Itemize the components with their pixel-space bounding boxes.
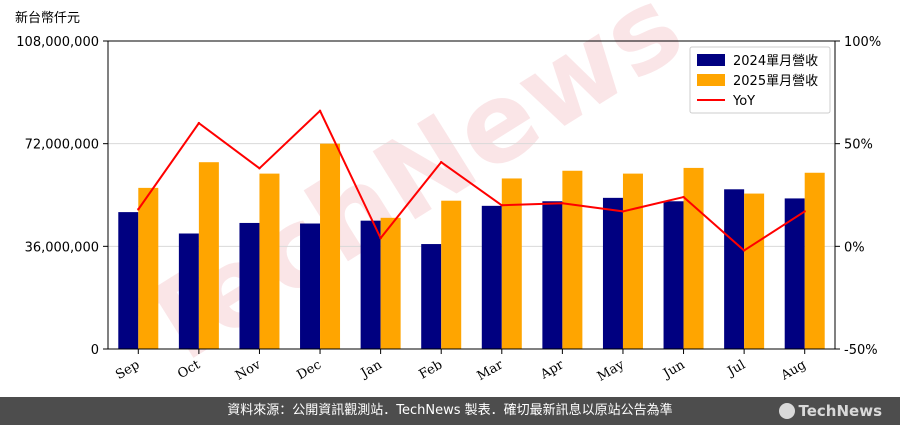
legend-label: 2025單月營收: [733, 74, 818, 89]
bar-2025: [744, 193, 765, 349]
x-tick-label: Jul: [724, 357, 749, 380]
footer: 資料來源：公開資訊觀測站．TechNews 製表．確切最新訊息以原站公告為準 T…: [0, 397, 900, 425]
y2-tick-label: -50%: [844, 343, 878, 358]
bar-2024: [602, 197, 623, 349]
legend: 2024單月營收 2025單月營收 YoY: [689, 46, 831, 114]
x-tick-label: Dec: [295, 357, 325, 383]
yoy-point: [379, 236, 382, 240]
bar-2025: [138, 187, 159, 349]
x-tick-label: Aug: [778, 357, 809, 384]
yoy-point: [197, 121, 201, 125]
x-tick-label: May: [595, 357, 628, 385]
logo-text: TechNews: [798, 402, 883, 420]
legend-swatch: [697, 54, 725, 66]
yoy-point: [742, 249, 746, 252]
bar-2025: [198, 162, 219, 349]
bar-2024: [300, 223, 321, 349]
legend-label: YoY: [732, 94, 755, 109]
footer-logo: TechNews: [778, 397, 883, 425]
bar-2025: [380, 217, 401, 349]
plot-frame: [107, 40, 836, 350]
bars: [118, 143, 825, 349]
yoy-point: [318, 109, 322, 113]
bar-2025: [562, 170, 583, 349]
bar-2024: [239, 222, 260, 349]
y2-tick-label: 50%: [844, 138, 873, 153]
bar-2024: [118, 212, 139, 349]
bar-2024: [724, 189, 745, 349]
yoy-line: [137, 109, 806, 252]
yoy-point: [440, 160, 443, 164]
y-tick-label: 36,000,000: [25, 240, 99, 255]
bar-2025: [259, 173, 280, 349]
x-tick-label: Jan: [357, 357, 385, 382]
y2-tick-label: 0%: [844, 240, 865, 255]
yoy-line-layer: [137, 109, 806, 252]
bar-2025: [622, 173, 643, 349]
source-text: 資料來源：公開資訊觀測站．TechNews 製表．確切最新訊息以原站公告為準: [227, 403, 673, 418]
y-axis-label: 新台幣仟元: [15, 10, 80, 26]
yoy-point: [561, 202, 564, 205]
yoy-point: [258, 167, 261, 170]
bar-2025: [320, 143, 341, 349]
bar-2024: [178, 233, 199, 349]
y-tick-label: 0: [91, 343, 99, 358]
x-tick-label: Sep: [113, 357, 142, 382]
bar-2024: [360, 220, 381, 349]
yoy-point: [803, 210, 806, 213]
x-tick-label: Apr: [537, 357, 567, 383]
y2-tick-label: 100%: [844, 35, 881, 50]
yoy-point: [621, 210, 625, 213]
yoy-point: [682, 195, 685, 199]
bar-2025: [501, 178, 522, 349]
gridlines: [108, 143, 835, 247]
legend-swatch: [697, 74, 725, 86]
x-tick-label: Jun: [659, 357, 688, 382]
x-tick-label: Feb: [417, 357, 446, 382]
x-tick-label: Nov: [233, 357, 264, 384]
technews-logo-icon: [778, 402, 795, 419]
bar-2024: [542, 201, 563, 349]
legend-label: 2024單月營收: [733, 54, 818, 69]
chart: TechNews 036,000,00072,000,000108,000,00…: [15, 0, 881, 394]
bar-2025: [683, 167, 704, 349]
bar-2024: [481, 205, 502, 349]
x-tick-label: Mar: [475, 357, 507, 384]
bar-2024: [663, 201, 684, 349]
bar-2024: [784, 198, 805, 349]
yoy-point: [137, 208, 140, 211]
bar-2024: [421, 244, 442, 349]
bar-2025: [441, 200, 462, 349]
bar-2025: [804, 172, 825, 349]
yoy-point: [500, 204, 503, 207]
y-tick-label: 72,000,000: [25, 138, 99, 153]
y-tick-label: 108,000,000: [16, 35, 99, 50]
